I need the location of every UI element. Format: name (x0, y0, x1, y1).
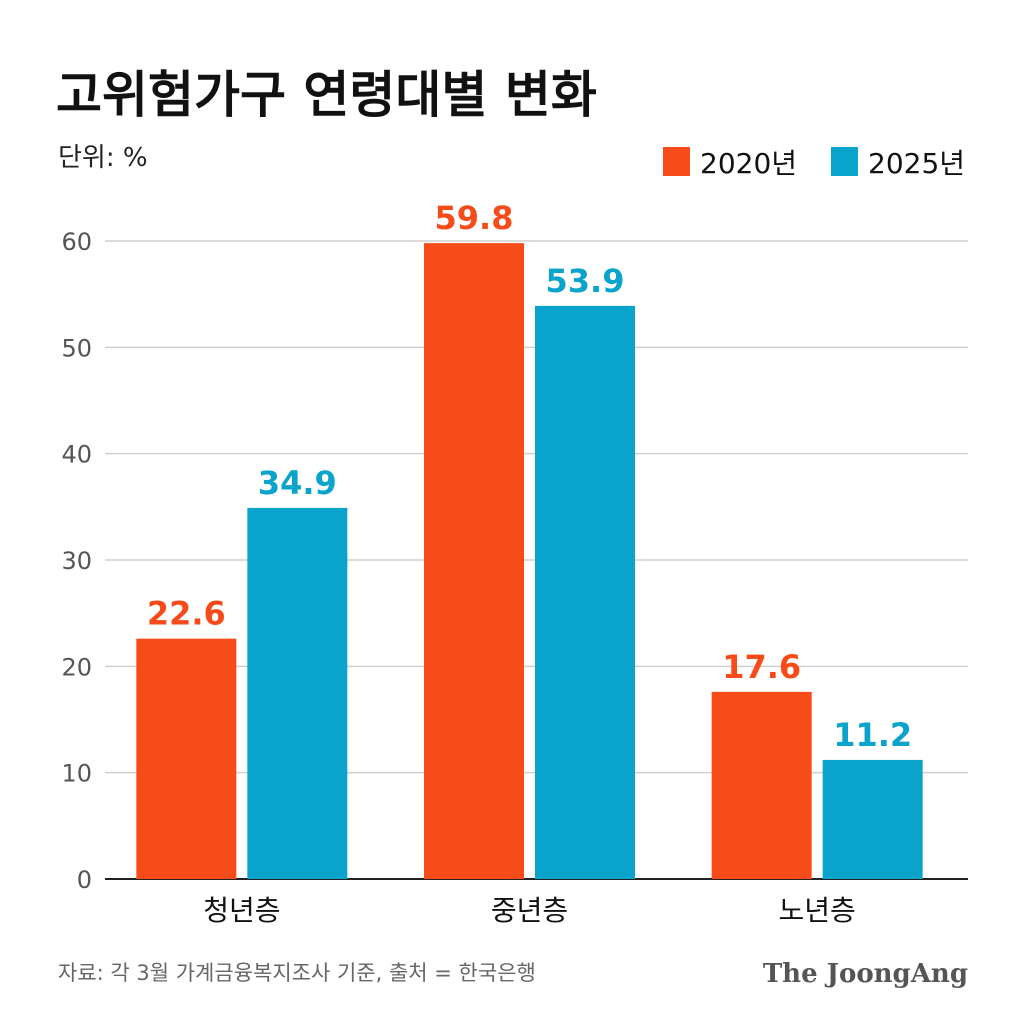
bar-노년층-2020년 (711, 691, 812, 879)
y-tick-label: 10 (61, 760, 92, 788)
legend: 2020년 2025년 (663, 147, 965, 180)
bar-중년층-2020년 (424, 243, 524, 880)
data-label: 34.9 (258, 464, 337, 502)
y-tick-label: 0 (77, 866, 92, 894)
legend-label: 2020년 (700, 147, 797, 180)
legend-swatch (831, 147, 858, 176)
category-labels: 청년층 중년층 노년층 (203, 894, 856, 927)
bars: 22.6 34.9 59.8 53.9 17.6 11.2 (136, 199, 923, 880)
chart-title: 고위험가구 연령대별 변화 (56, 66, 597, 124)
y-tick-label: 60 (61, 228, 92, 256)
legend-label: 2025년 (868, 147, 965, 180)
bar-노년층-2025년 (822, 759, 923, 879)
bar-청년층-2025년 (247, 507, 348, 879)
source-note: 자료: 각 3월 가계금융복지조사 기준, 출처 = 한국은행 (58, 961, 536, 985)
bar-청년층-2020년 (136, 638, 237, 879)
data-label: 17.6 (722, 648, 801, 686)
x-category-label: 노년층 (779, 894, 856, 927)
bar-중년층-2025년 (535, 305, 635, 879)
y-tick-label: 30 (61, 547, 92, 575)
x-category-label: 청년층 (203, 894, 280, 927)
data-label: 53.9 (546, 262, 625, 300)
y-tick-label: 40 (61, 441, 92, 469)
y-tick-label: 50 (61, 334, 92, 362)
unit-label: 단위: % (58, 143, 148, 173)
data-label: 59.8 (435, 199, 514, 237)
legend-swatch (663, 147, 690, 176)
publisher-logo: The JoongAng (763, 959, 968, 989)
data-label: 11.2 (833, 716, 912, 754)
y-tick-label: 20 (61, 653, 92, 681)
x-category-label: 중년층 (491, 894, 568, 927)
data-label: 22.6 (147, 595, 226, 633)
